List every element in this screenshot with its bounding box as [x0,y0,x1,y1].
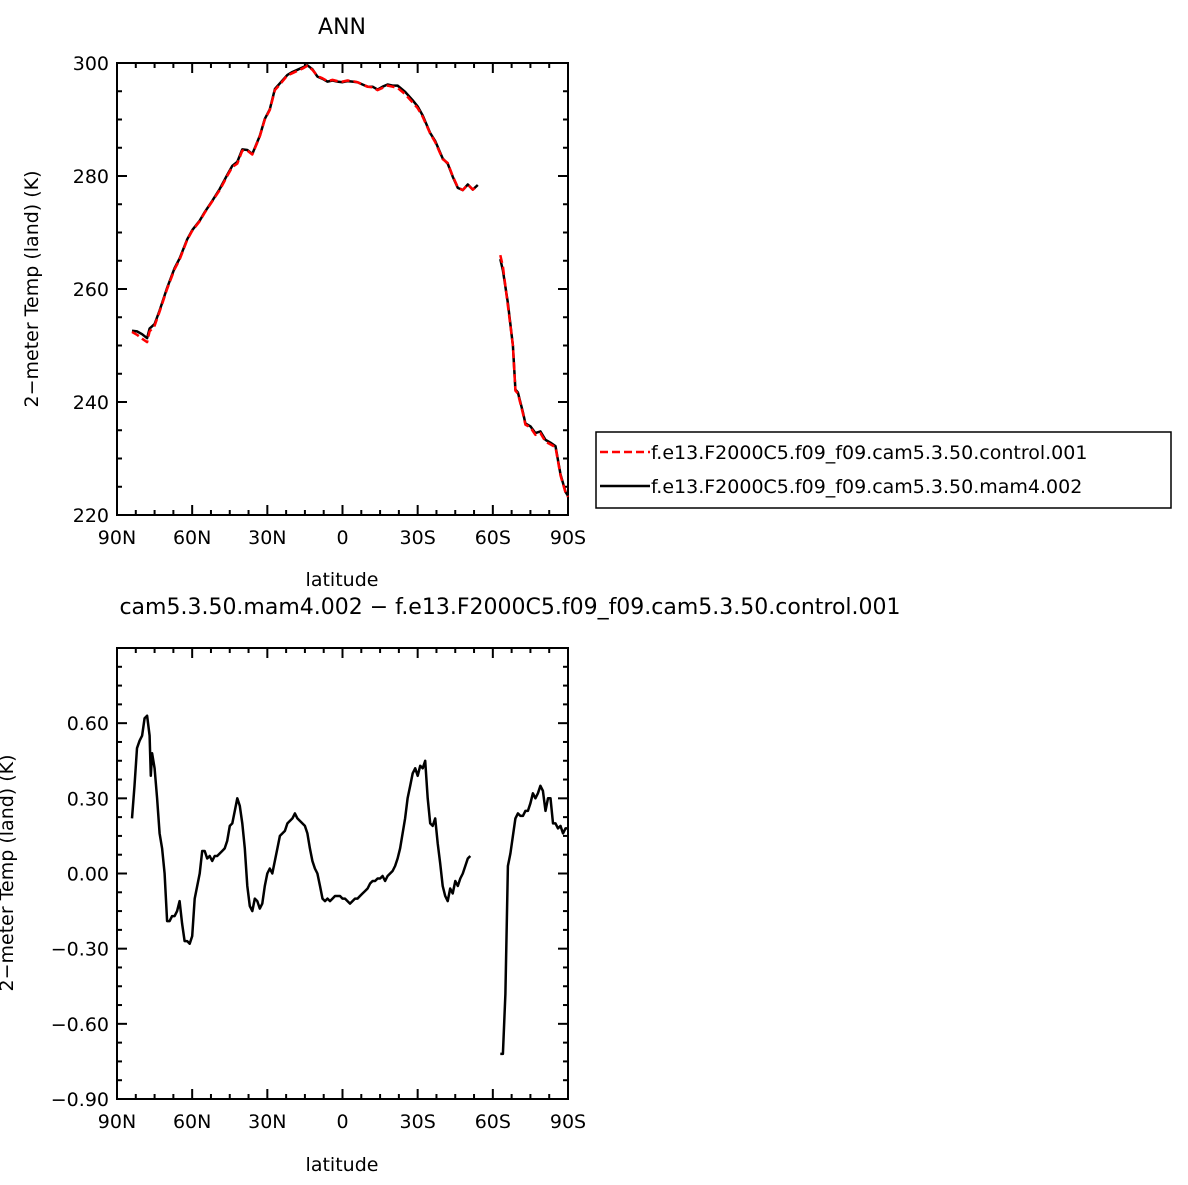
legend-label-mam4: f.e13.F2000C5.f09_f09.cam5.3.50.mam4.002 [651,476,1082,498]
x-tick-label: 30S [400,1111,436,1133]
series-line [500,784,568,1056]
top-panel-frame [116,62,569,516]
x-tick-label: 0 [336,527,348,549]
y-tick-label: −0.60 [51,1014,109,1036]
x-tick-label: 30S [400,527,436,549]
x-tick-label: 60N [173,527,211,549]
y-tick-label: −0.30 [51,939,109,961]
x-tick-label: 30N [248,1111,286,1133]
y-tick-label: 280 [73,166,109,188]
bottom-panel-y-axis-label: 2−meter Temp (land) (K) [0,754,18,991]
x-tick-label: 60S [475,527,511,549]
bottom-panel: cam5.3.50.mam4.002 − f.e13.F2000C5.f09_f… [0,595,901,1176]
top-panel-y-ticks: 220 240 260 280 300 [73,53,568,527]
x-tick-label: 30N [248,527,286,549]
series-line [499,254,570,498]
bottom-panel-x-ticks: 90N 60N 30N 0 30S 60S 90S [98,648,586,1133]
bottom-panel-series-lines [130,714,568,1056]
series-line [131,64,479,340]
bottom-panel-y-ticks: −0.90 −0.60 −0.30 0.00 0.30 0.60 [51,647,568,1111]
y-tick-label: 300 [73,53,109,75]
y-tick-label: 0.00 [67,864,109,886]
x-tick-label: 90N [98,1111,136,1133]
y-tick-label: 240 [73,392,109,414]
top-panel-y-axis-label: 2−meter Temp (land) (K) [21,170,43,407]
y-tick-label: 220 [73,505,109,527]
x-tick-label: 60S [475,1111,511,1133]
legend-box [595,431,1172,509]
top-panel-title: ANN [318,15,366,40]
x-tick-label: 90N [98,527,136,549]
bottom-panel-title: cam5.3.50.mam4.002 − f.e13.F2000C5.f09_f… [119,595,900,620]
legend-label-control: f.e13.F2000C5.f09_f09.cam5.3.50.control.… [651,442,1087,464]
bottom-panel-x-axis-label: latitude [306,1154,379,1176]
series-line [499,258,570,497]
series-line [130,714,472,945]
series-line [131,64,479,344]
legend: f.e13.F2000C5.f09_f09.cam5.3.50.control.… [595,431,1172,509]
bottom-panel-y-axis-label-group: 2−meter Temp (land) (K) [0,754,18,991]
x-tick-label: 90S [550,527,586,549]
top-panel-series-lines [131,64,570,498]
y-tick-label: 260 [73,279,109,301]
x-tick-label: 90S [550,1111,586,1133]
top-panel-x-ticks: 90N 60N 30N 0 30S 60S 90S [98,63,586,549]
y-tick-label: 0.30 [67,788,109,810]
bottom-panel-frame [116,647,569,1100]
y-tick-label: 0.60 [67,713,109,735]
x-tick-label: 60N [173,1111,211,1133]
x-tick-label: 0 [336,1111,348,1133]
top-panel-x-axis-label: latitude [306,569,379,591]
y-tick-label: −0.90 [51,1089,109,1111]
